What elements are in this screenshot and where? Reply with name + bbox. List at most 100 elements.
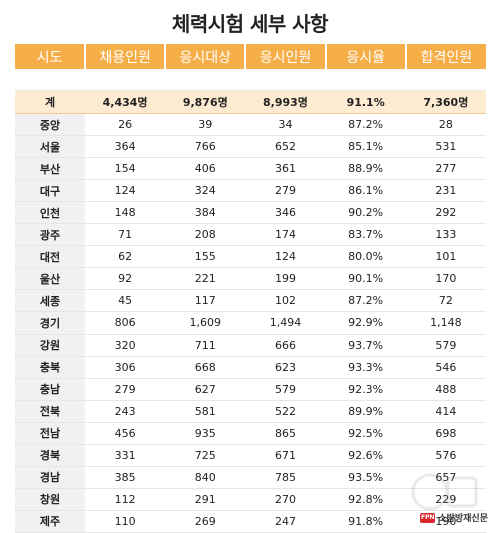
region-cell: 경기 <box>15 311 85 335</box>
table-cell: 89.9% <box>325 400 406 423</box>
table-cell: 806 <box>85 311 166 335</box>
table-cell: 155 <box>165 245 246 269</box>
table-cell: 277 <box>405 157 486 181</box>
table-cell: 291 <box>165 488 246 511</box>
table-cell: 92.8% <box>325 488 406 511</box>
table-cell: 320 <box>85 334 166 357</box>
table-row: 창원 112 291 270 92.8% 229 <box>15 488 486 511</box>
region-cell: 인천 <box>15 201 85 225</box>
region-cell: 세종 <box>15 289 85 313</box>
table-row: 대전 62 155 124 80.0% 101 <box>15 245 486 269</box>
region-cell: 창원 <box>15 488 85 511</box>
table-cell: 698 <box>405 422 486 445</box>
table-row: 부산 154 406 361 88.9% 277 <box>15 157 486 181</box>
region-cell: 대구 <box>15 179 85 203</box>
table-cell: 865 <box>245 422 326 445</box>
table-cell: 279 <box>245 179 326 203</box>
table-cell: 92.5% <box>325 422 406 445</box>
table-row: 서울 364 766 652 85.1% 531 <box>15 135 486 159</box>
table-cell: 229 <box>405 488 486 511</box>
table-header-row: 시도 채용인원 응시대상 응시인원 응시율 합격인원 <box>15 44 486 69</box>
table-cell: 154 <box>85 157 166 181</box>
table-cell: 725 <box>165 444 246 467</box>
table-cell: 346 <box>245 201 326 225</box>
table-cell: 170 <box>405 267 486 291</box>
table-row: 중앙 26 39 34 87.2% 28 <box>15 113 486 137</box>
table-cell: 456 <box>85 422 166 445</box>
table-cell: 579 <box>245 378 326 401</box>
table-cell: 243 <box>85 400 166 423</box>
table-cell: 666 <box>245 334 326 357</box>
total-label: 계 <box>15 90 85 115</box>
table-row: 전북 243 581 522 89.9% 414 <box>15 400 486 423</box>
table-cell: 112 <box>85 488 166 511</box>
column-header: 시도 <box>15 44 86 69</box>
table-cell: 199 <box>245 267 326 291</box>
table-row: 대구 124 324 279 86.1% 231 <box>15 179 486 203</box>
column-header: 합격인원 <box>405 44 486 69</box>
table-cell: 90.2% <box>325 201 406 225</box>
column-header: 응시인원 <box>245 44 327 69</box>
table-cell: 546 <box>405 356 486 379</box>
table-cell: 87.2% <box>325 113 406 137</box>
table-cell: 668 <box>165 356 246 379</box>
table-row: 세종 45 117 102 87.2% 72 <box>15 289 486 313</box>
table-cell: 124 <box>85 179 166 203</box>
region-cell: 전북 <box>15 400 85 423</box>
table-cell: 91.1% <box>325 90 406 115</box>
table-cell: 522 <box>245 400 326 423</box>
region-cell: 서울 <box>15 135 85 159</box>
table-cell: 840 <box>165 466 246 489</box>
fpn-logo: FPN <box>420 512 436 523</box>
table-row: 광주 71 208 174 83.7% 133 <box>15 223 486 247</box>
table-cell: 133 <box>405 223 486 247</box>
table-cell: 306 <box>85 356 166 379</box>
column-header: 응시대상 <box>165 44 247 69</box>
table-cell: 92.6% <box>325 444 406 467</box>
region-cell: 대전 <box>15 245 85 269</box>
table-cell: 361 <box>245 157 326 181</box>
region-cell: 중앙 <box>15 113 85 137</box>
table-cell: 1,148 <box>405 311 486 335</box>
table-cell: 627 <box>165 378 246 401</box>
region-cell: 강원 <box>15 334 85 357</box>
total-row: 계 4,434명 9,876명 8,993명 91.1% 7,360명 <box>15 90 486 115</box>
table-cell: 102 <box>245 289 326 313</box>
source-credit: FPN 소방방재신문 <box>420 511 488 524</box>
table-cell: 221 <box>165 267 246 291</box>
table-row: 경남 385 840 785 93.5% 657 <box>15 466 486 489</box>
table-cell: 576 <box>405 444 486 467</box>
table-cell: 270 <box>245 488 326 511</box>
table-cell: 85.1% <box>325 135 406 159</box>
table-cell: 101 <box>405 245 486 269</box>
table-row: 제주 110 269 247 91.8% 190 <box>15 510 486 533</box>
table-cell: 652 <box>245 135 326 159</box>
table-cell: 87.2% <box>325 289 406 313</box>
table-cell: 28 <box>405 113 486 137</box>
table-cell: 39 <box>165 113 246 137</box>
table-cell: 92.3% <box>325 378 406 401</box>
table-row: 강원 320 711 666 93.7% 579 <box>15 334 486 357</box>
region-cell: 경북 <box>15 444 85 467</box>
results-table: 시도 채용인원 응시대상 응시인원 응시율 합격인원 계 4,434명 9,87… <box>15 44 486 533</box>
table-cell: 1,609 <box>165 311 246 335</box>
page-title: 체력시험 세부 사항 <box>171 12 329 36</box>
table-cell: 1,494 <box>245 311 326 335</box>
table-cell: 110 <box>85 510 166 533</box>
table-cell: 88.9% <box>325 157 406 181</box>
table-row: 충남 279 627 579 92.3% 488 <box>15 378 486 401</box>
table-cell: 45 <box>85 289 166 313</box>
table-cell: 711 <box>165 334 246 357</box>
table-cell: 34 <box>245 113 326 137</box>
table-cell: 671 <box>245 444 326 467</box>
region-cell: 충남 <box>15 378 85 401</box>
table-cell: 384 <box>165 201 246 225</box>
table-cell: 488 <box>405 378 486 401</box>
table-row: 인천 148 384 346 90.2% 292 <box>15 201 486 225</box>
table-cell: 72 <box>405 289 486 313</box>
table-cell: 124 <box>245 245 326 269</box>
table-cell: 93.5% <box>325 466 406 489</box>
table-cell: 92 <box>85 267 166 291</box>
table-row: 전남 456 935 865 92.5% 698 <box>15 422 486 445</box>
table-cell: 279 <box>85 378 166 401</box>
